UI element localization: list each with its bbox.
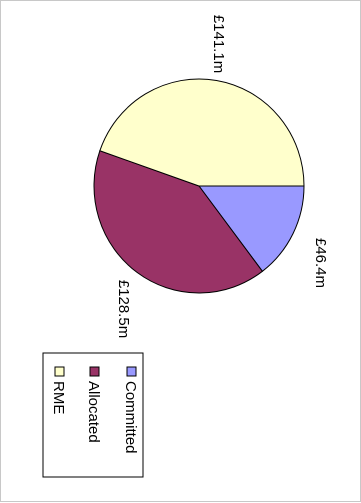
pie-slice-allocated [93,150,264,294]
data-label-committed: £46.4m [312,238,329,288]
legend-swatch-committed [126,366,137,377]
legend-label-allocated: Allocated [85,381,102,443]
data-labels: £46.4m £128.5m £141.1m [115,15,329,338]
data-label-allocated: £128.5m [115,280,132,338]
legend-label-committed: Committed [122,381,139,454]
pie-slice-committed [198,185,305,273]
legend-swatch-allocated [89,366,100,377]
legend-swatch-rme [54,366,65,377]
pie-slice-rme [99,78,305,187]
pie-slices [93,78,305,294]
legend: Committed Allocated RME [42,352,144,478]
legend-label-rme: RME [50,381,67,414]
data-label-rme: £141.1m [210,15,227,73]
